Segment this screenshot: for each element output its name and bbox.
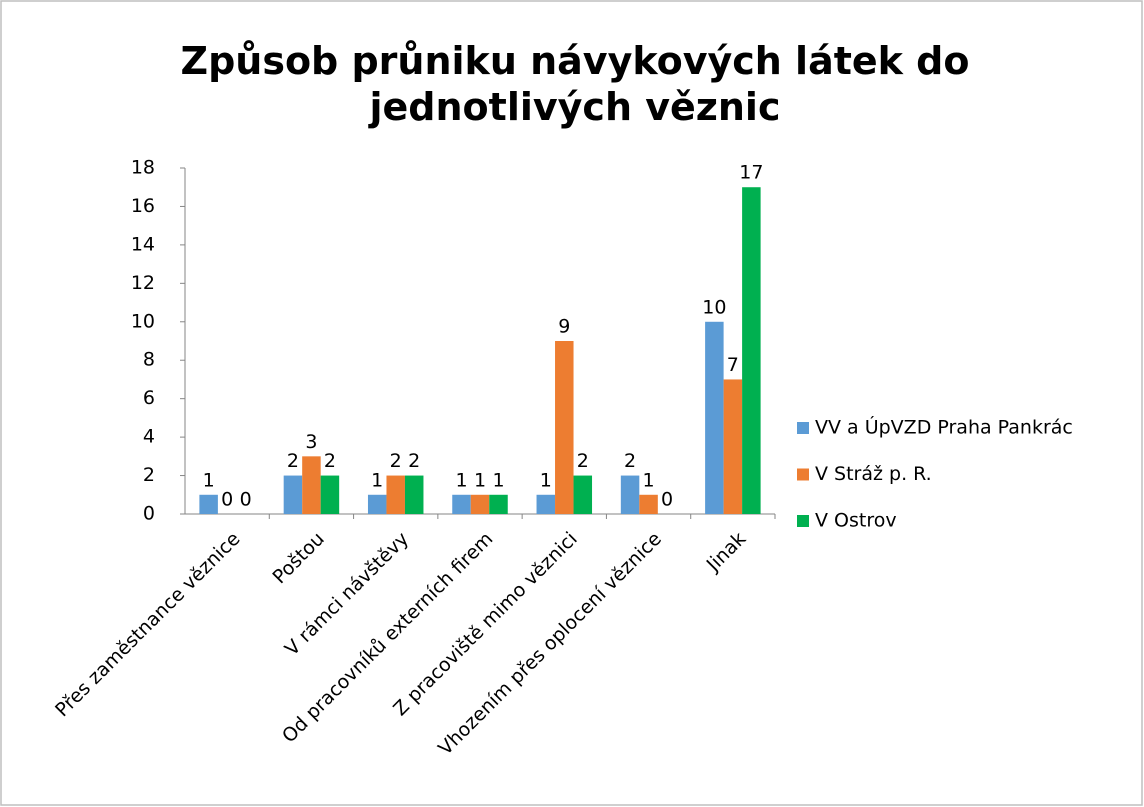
legend-label: V Ostrov	[815, 510, 897, 532]
data-label: 1	[540, 469, 552, 491]
legend-swatch	[797, 422, 809, 434]
x-tick-label: Poštou	[268, 528, 328, 588]
bar	[639, 494, 658, 514]
data-label: 0	[221, 489, 233, 511]
bar	[367, 494, 387, 514]
bar	[320, 475, 340, 514]
data-label: 10	[702, 296, 726, 318]
data-label: 0	[240, 489, 252, 511]
data-label: 17	[739, 162, 763, 184]
bar	[573, 475, 593, 514]
legend-swatch	[797, 468, 809, 481]
data-label: 9	[558, 316, 570, 338]
y-tick-label: 16	[131, 195, 155, 217]
y-tick-label: 8	[143, 349, 155, 371]
data-label: 1	[643, 469, 655, 491]
data-label: 1	[203, 469, 215, 491]
bar	[470, 494, 490, 514]
data-label: 1	[474, 469, 486, 491]
data-label: 7	[727, 354, 739, 376]
y-tick-label: 14	[131, 233, 155, 255]
bar	[386, 475, 405, 514]
y-tick-label: 12	[131, 272, 155, 294]
y-tick-label: 4	[143, 426, 155, 448]
bar	[452, 494, 471, 514]
bar	[555, 341, 574, 514]
data-label: 2	[408, 450, 420, 472]
bar	[199, 494, 218, 514]
bar	[705, 321, 724, 514]
bar	[536, 494, 556, 514]
data-label: 1	[455, 469, 467, 491]
data-label: 2	[624, 450, 636, 472]
y-tick-label: 10	[131, 310, 155, 332]
legend-label: V Stráž p. R.	[815, 463, 932, 485]
data-label: 2	[577, 450, 589, 472]
bar	[742, 187, 761, 514]
data-label: 1	[371, 469, 383, 491]
bar	[302, 456, 321, 514]
bar	[723, 379, 743, 514]
bar	[404, 475, 424, 514]
data-label: 3	[305, 431, 317, 453]
data-label: 1	[492, 469, 504, 491]
bar	[620, 475, 640, 514]
data-label: 2	[287, 450, 299, 472]
chart-title: Způsob průniku návykových látek do jedno…	[180, 39, 970, 129]
y-tick-label: 2	[143, 464, 155, 486]
x-tick-label: Přes zaměstnance věznice	[51, 528, 244, 721]
data-label: 2	[324, 450, 336, 472]
y-tick-label: 6	[143, 387, 155, 409]
data-label: 0	[661, 489, 673, 511]
data-label: 2	[390, 450, 402, 472]
x-tick-label: Jinak	[702, 528, 750, 576]
legend-label: VV a ÚpVZD Praha Pankrác	[815, 415, 1073, 439]
bar	[489, 494, 508, 514]
y-tick-label: 18	[131, 157, 155, 179]
legend-swatch	[797, 515, 809, 527]
bar	[283, 475, 303, 514]
y-tick-label: 0	[143, 503, 155, 525]
